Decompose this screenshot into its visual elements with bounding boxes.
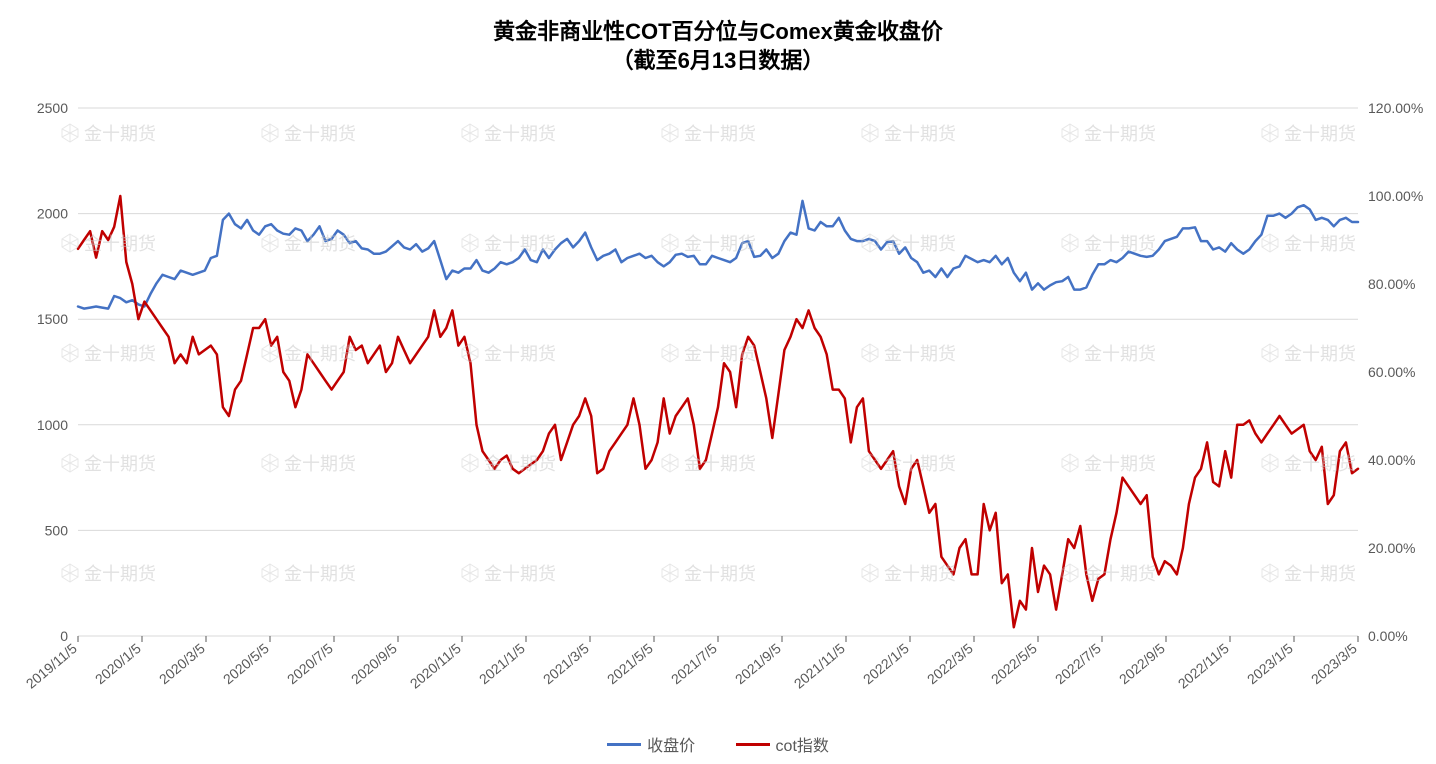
- svg-text:100.00%: 100.00%: [1368, 188, 1423, 204]
- svg-text:2020/11/5: 2020/11/5: [407, 640, 464, 692]
- svg-text:60.00%: 60.00%: [1368, 364, 1415, 380]
- svg-text:2020/7/5: 2020/7/5: [284, 640, 336, 687]
- svg-text:500: 500: [45, 522, 69, 538]
- svg-text:2022/9/5: 2022/9/5: [1116, 640, 1168, 687]
- svg-text:80.00%: 80.00%: [1368, 276, 1415, 292]
- svg-text:2021/11/5: 2021/11/5: [791, 640, 848, 692]
- svg-text:2020/3/5: 2020/3/5: [156, 640, 208, 687]
- svg-text:2020/9/5: 2020/9/5: [348, 640, 400, 687]
- svg-text:2023/1/5: 2023/1/5: [1244, 640, 1296, 687]
- legend-label-cot: cot指数: [776, 732, 829, 756]
- svg-text:2022/7/5: 2022/7/5: [1052, 640, 1104, 687]
- svg-text:0.00%: 0.00%: [1368, 628, 1408, 644]
- chart-legend: 收盘价 cot指数: [0, 732, 1436, 756]
- legend-swatch-cot: [736, 743, 770, 746]
- svg-text:2021/5/5: 2021/5/5: [604, 640, 656, 687]
- legend-swatch-price: [607, 743, 641, 746]
- svg-text:1500: 1500: [37, 311, 68, 327]
- svg-text:2021/1/5: 2021/1/5: [476, 640, 528, 687]
- svg-text:120.00%: 120.00%: [1368, 100, 1423, 116]
- svg-text:2020/5/5: 2020/5/5: [220, 640, 272, 687]
- svg-text:20.00%: 20.00%: [1368, 540, 1415, 556]
- svg-text:2022/11/5: 2022/11/5: [1175, 640, 1232, 692]
- svg-text:2022/1/5: 2022/1/5: [860, 640, 912, 687]
- svg-text:2019/11/5: 2019/11/5: [23, 640, 80, 692]
- svg-text:2000: 2000: [37, 206, 68, 222]
- svg-text:2022/3/5: 2022/3/5: [924, 640, 976, 687]
- svg-text:2021/3/5: 2021/3/5: [540, 640, 592, 687]
- chart-svg: 05001000150020002500 0.00%20.00%40.00%60…: [0, 0, 1436, 764]
- svg-text:40.00%: 40.00%: [1368, 452, 1415, 468]
- legend-item-cot: cot指数: [736, 732, 829, 756]
- legend-label-price: 收盘价: [647, 732, 695, 756]
- svg-text:2021/9/5: 2021/9/5: [732, 640, 784, 687]
- legend-item-price: 收盘价: [607, 732, 695, 756]
- svg-text:2021/7/5: 2021/7/5: [668, 640, 720, 687]
- svg-text:2022/5/5: 2022/5/5: [988, 640, 1040, 687]
- chart-container: 黄金非商业性COT百分位与Comex黄金收盘价 （截至6月13日数据） 0500…: [0, 0, 1436, 764]
- svg-text:2023/3/5: 2023/3/5: [1308, 640, 1360, 687]
- svg-text:1000: 1000: [37, 417, 68, 433]
- svg-text:2020/1/5: 2020/1/5: [92, 640, 144, 687]
- svg-text:2500: 2500: [37, 100, 68, 116]
